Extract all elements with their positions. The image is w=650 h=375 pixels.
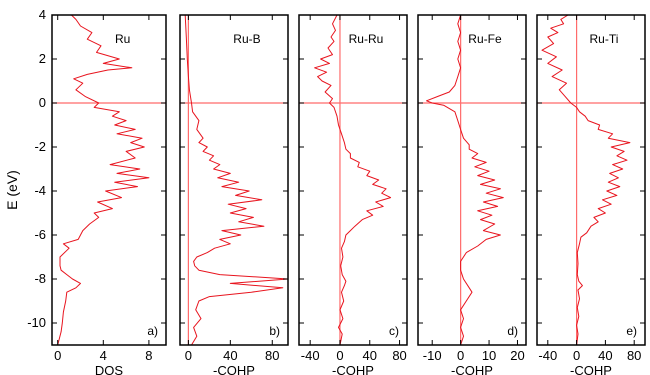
y-tick-label: 0 [39,95,46,110]
y-axis-title: E (eV) [4,170,20,210]
y-tick-label: -4 [34,183,46,198]
x-tick-label: 0 [54,348,61,363]
x-tick-label: 20 [510,348,524,363]
x-tick-label: 40 [223,348,237,363]
panel-letter-4: d) [507,324,518,338]
panel-title-5: Ru-Ti [590,32,619,46]
series-line-panel-4-1 [426,14,504,346]
y-tick-label: -8 [34,271,46,286]
panel-title-1: Ru [115,32,130,46]
x-tick-label: 8 [145,348,152,363]
panel-letter-1: a) [147,324,158,338]
series-line-panel-5-1 [541,14,631,346]
y-tick-label: 2 [39,51,46,66]
panel-frame-4 [417,14,527,346]
x-tick-label: -40 [538,348,557,363]
panel-letter-5: e) [626,324,637,338]
x-axis-title-3: -COHP [332,363,374,375]
x-tick-label: 40 [598,348,612,363]
panel-frame-2 [179,14,289,346]
panel-title-2: Ru-B [233,32,260,46]
y-tick-label: -10 [27,315,46,330]
x-tick-label: 80 [392,348,406,363]
y-tick-label: -2 [34,139,46,154]
x-axis-title-1: DOS [95,363,124,375]
series-line-panel-2-1 [184,14,289,346]
x-tick-label: 0 [185,348,192,363]
panel-letter-3: c) [389,324,399,338]
panel-letter-2: b) [269,324,280,338]
x-tick-label: 4 [100,348,107,363]
x-tick-label: 80 [265,348,279,363]
series-line-panel-3-1 [314,14,392,346]
x-tick-label: 40 [363,348,377,363]
x-tick-label: -40 [301,348,320,363]
x-axis-title-2: -COHP [213,363,255,375]
y-tick-label: -6 [34,227,46,242]
x-tick-label: 0 [336,348,343,363]
x-axis-title-4: -COHP [451,363,493,375]
panel-frame-5 [536,14,646,346]
panel-frame-1 [51,14,167,346]
x-tick-label: 0 [457,348,464,363]
panel-title-4: Ru-Fe [468,32,502,46]
series-line-panel-1-1 [57,14,150,346]
x-tick-label: 0 [573,348,580,363]
x-tick-label: -10 [423,348,442,363]
panel-title-3: Ru-Ru [349,32,384,46]
x-tick-label: 10 [482,348,496,363]
x-tick-label: 80 [627,348,641,363]
panel-frame-3 [298,14,408,346]
x-axis-title-5: -COHP [570,363,612,375]
y-tick-label: 4 [39,7,46,22]
